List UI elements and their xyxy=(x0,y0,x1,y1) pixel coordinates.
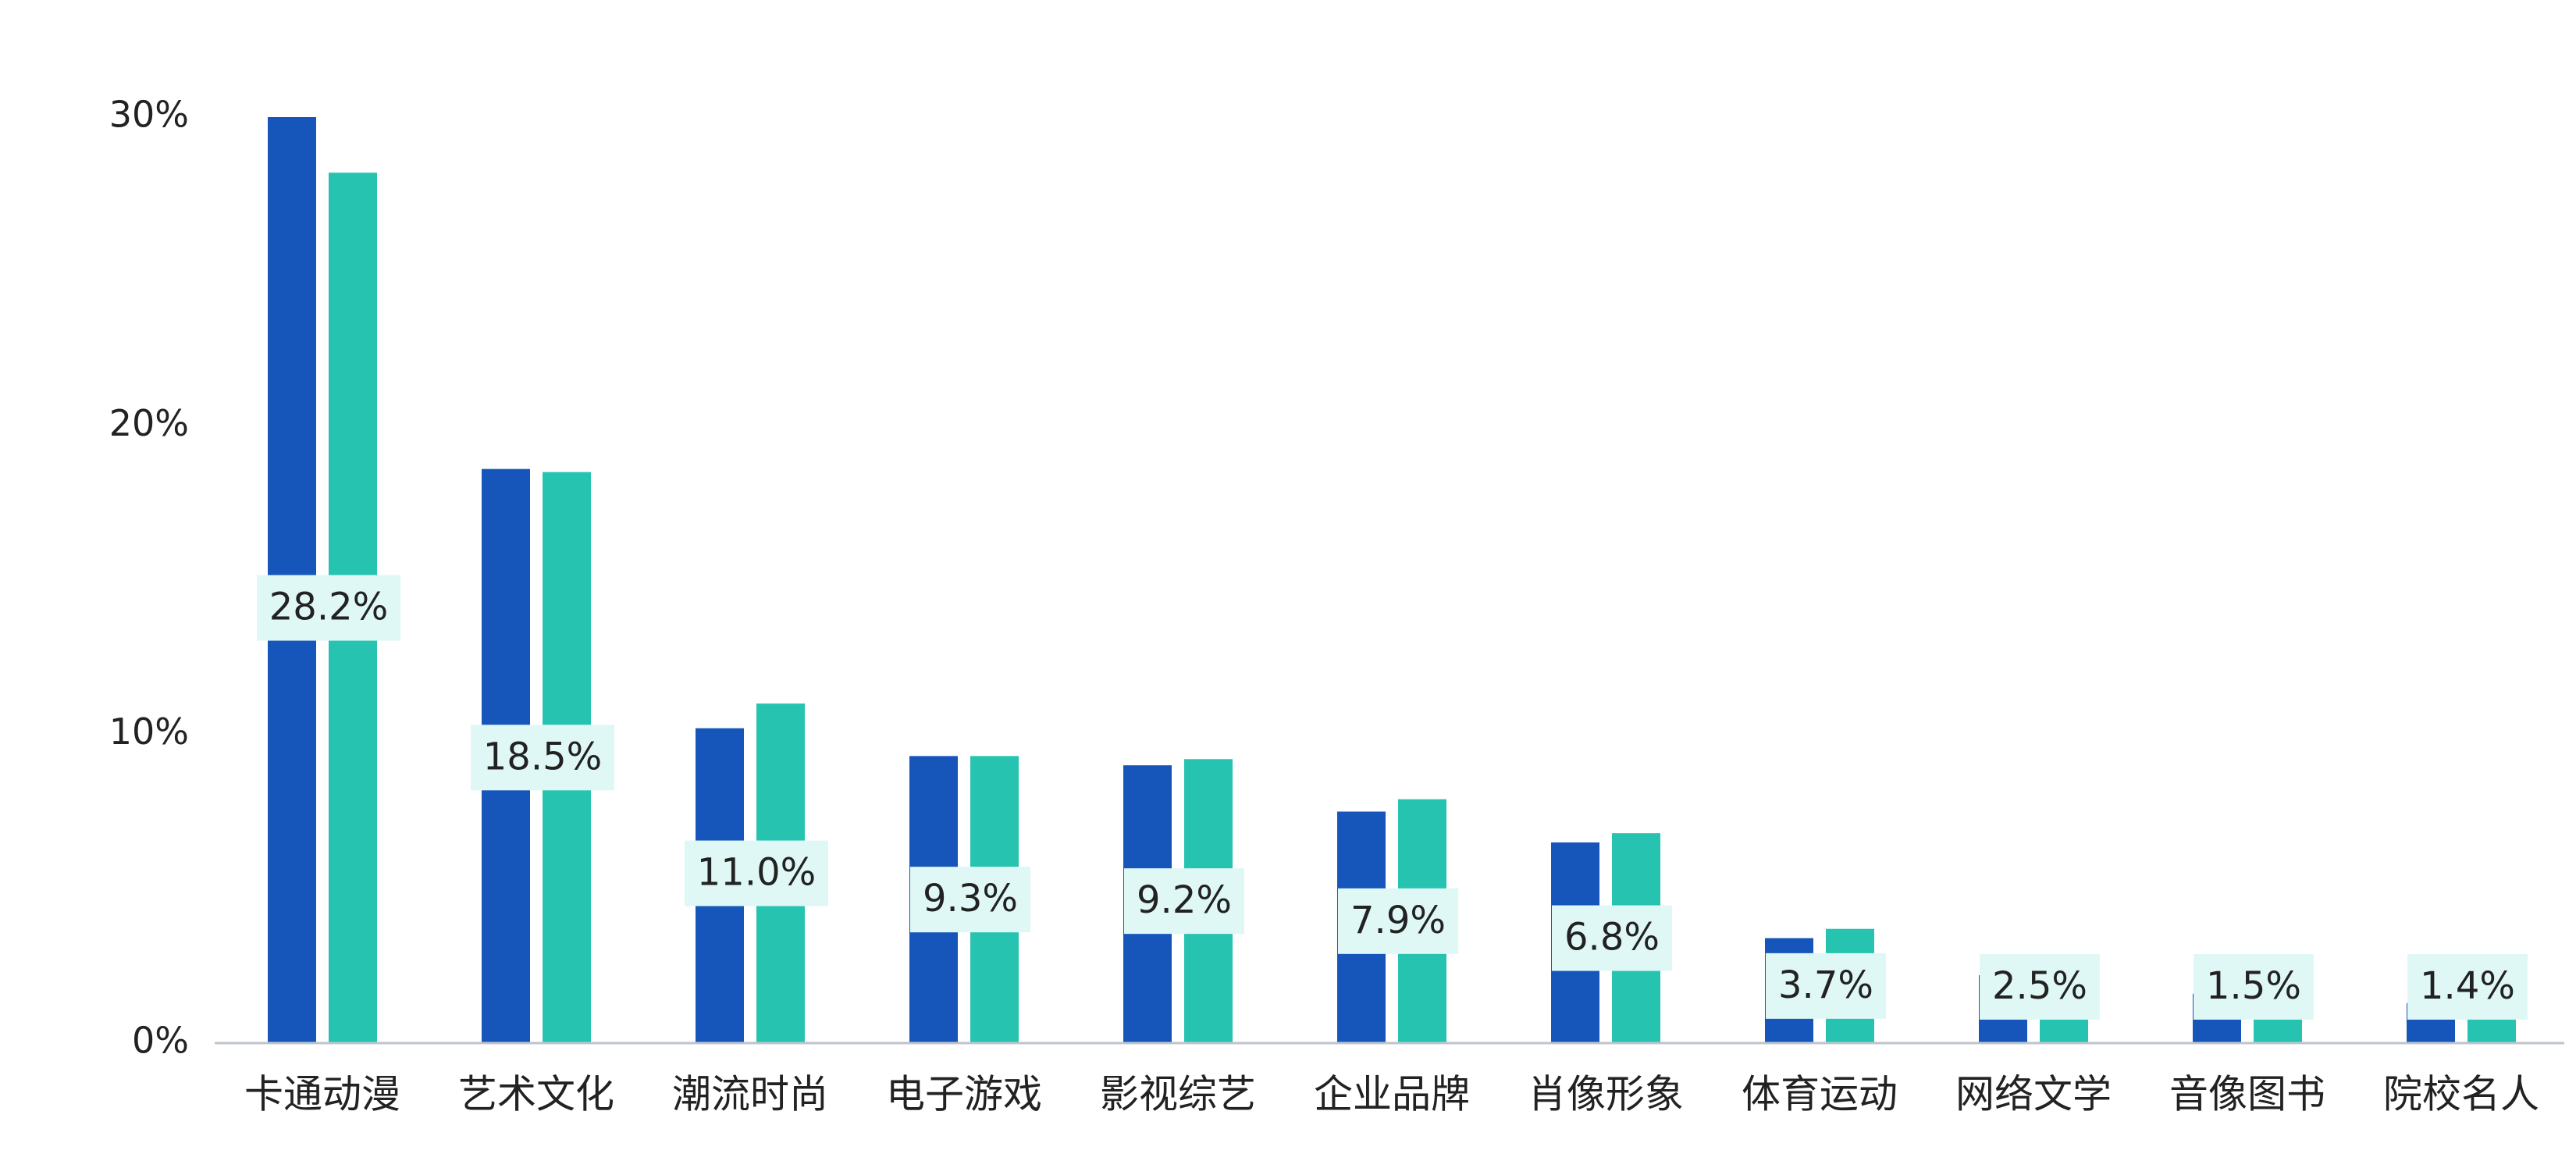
x-tick-label: 企业品牌 xyxy=(1314,1072,1470,1117)
x-tick-label: 肖像形象 xyxy=(1528,1072,1684,1117)
data-label-box xyxy=(257,575,400,641)
data-label-box xyxy=(2194,954,2314,1020)
x-tick-label: 卡通动漫 xyxy=(244,1072,400,1117)
data-label-box xyxy=(1766,953,1886,1019)
data-label: 9.3% xyxy=(923,877,1018,921)
x-tick-label: 网络文学 xyxy=(1955,1072,2112,1117)
x-tick-label: 潮流时尚 xyxy=(672,1072,828,1117)
data-label: 6.8% xyxy=(1564,916,1660,960)
data-label-box xyxy=(1124,868,1244,935)
data-label: 9.2% xyxy=(1137,878,1232,922)
y-tick-label: 20% xyxy=(109,402,189,444)
x-tick-label: 院校名人 xyxy=(2383,1072,2539,1117)
data-label: 1.5% xyxy=(2206,964,2301,1008)
data-label-box xyxy=(2407,954,2528,1020)
y-tick-label: 0% xyxy=(132,1020,189,1062)
data-label-box xyxy=(1338,888,1458,954)
x-tick-label: 电子游戏 xyxy=(886,1072,1042,1117)
data-labels: 28.2% 18.5% 11.0% 9.3% 9.2% 7.9% 6.8% 3.7% 2.5% 1… xyxy=(257,575,2528,1020)
x-tick-label: 影视综艺 xyxy=(1100,1072,1256,1117)
x-tick-label: 音像图书 xyxy=(2169,1072,2325,1117)
data-label-box xyxy=(471,725,614,791)
y-axis: 0% 10% 20% 30% xyxy=(109,94,189,1062)
data-label-box xyxy=(1552,905,1672,971)
x-axis: 卡通动漫 艺术文化 潮流时尚 电子游戏 影视综艺 企业品牌 肖像形象 体育运动 网络文学 音像图书… xyxy=(215,1042,2564,1117)
data-label: 7.9% xyxy=(1350,899,1446,942)
data-label-box xyxy=(685,840,828,906)
data-label: 28.2% xyxy=(269,586,388,629)
x-tick-label: 体育运动 xyxy=(1742,1072,1898,1117)
data-label: 11.0% xyxy=(697,851,816,895)
data-label: 1.4% xyxy=(2420,964,2515,1008)
data-label: 18.5% xyxy=(483,735,602,778)
x-tick-label: 艺术文化 xyxy=(458,1072,614,1117)
data-label-box xyxy=(910,867,1030,933)
data-label-box xyxy=(1980,954,2100,1020)
y-tick-label: 10% xyxy=(109,710,189,753)
data-label: 2.5% xyxy=(1992,964,2087,1008)
data-label: 3.7% xyxy=(1778,963,1873,1007)
y-tick-label: 30% xyxy=(109,94,189,136)
